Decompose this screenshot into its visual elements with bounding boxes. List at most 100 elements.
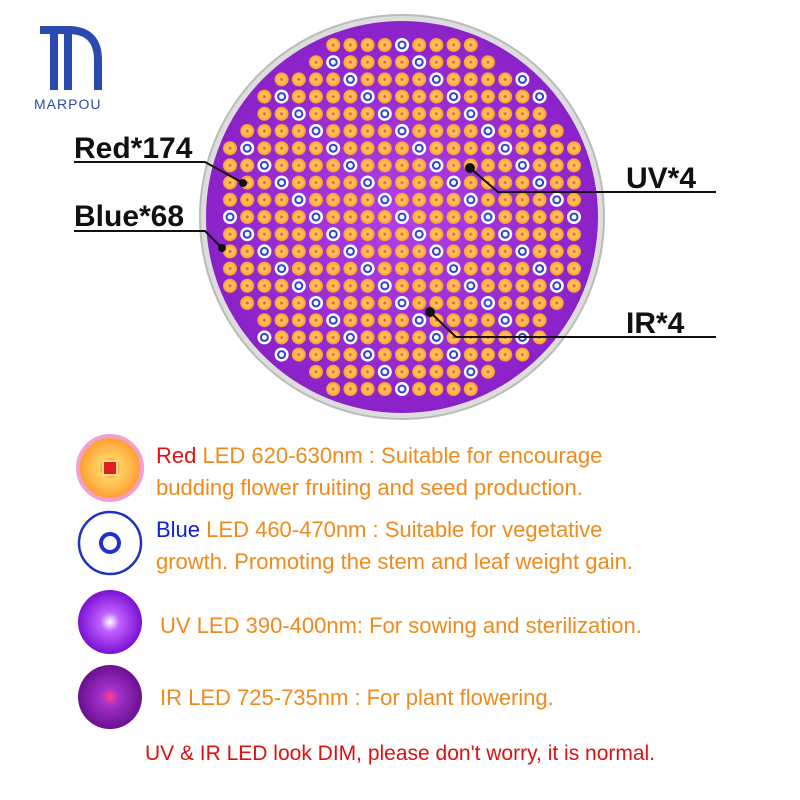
led [309, 141, 323, 156]
led [360, 192, 375, 207]
footnote: UV & IR LED look DIM, please don't worry… [144, 742, 656, 765]
led [535, 264, 545, 274]
led [395, 364, 409, 379]
led [360, 347, 375, 362]
led [446, 124, 461, 138]
led [463, 72, 478, 87]
led [360, 38, 375, 52]
led [532, 227, 547, 242]
led [223, 278, 237, 293]
led [397, 298, 407, 308]
led [515, 89, 530, 104]
led [412, 227, 427, 242]
led [483, 212, 493, 222]
led [412, 313, 427, 328]
led [343, 278, 358, 293]
led [240, 227, 255, 242]
led [240, 244, 255, 259]
led [463, 106, 478, 121]
led [377, 141, 392, 156]
led [291, 89, 306, 104]
led [412, 106, 427, 121]
led [257, 175, 272, 190]
led [360, 296, 375, 310]
led [446, 278, 461, 293]
led [463, 382, 478, 396]
led [377, 330, 392, 345]
led [326, 244, 341, 259]
legend-name: Blue [156, 517, 201, 542]
led [567, 192, 581, 207]
led [515, 72, 530, 87]
led [291, 106, 306, 121]
led [363, 264, 373, 274]
led [515, 141, 530, 156]
led [309, 175, 323, 190]
led [309, 313, 323, 328]
led [567, 227, 581, 242]
led [481, 124, 495, 138]
led [517, 160, 527, 170]
led [377, 89, 392, 104]
led [549, 141, 564, 156]
led [446, 175, 461, 190]
led [377, 347, 392, 362]
led [360, 227, 375, 242]
led [446, 261, 461, 276]
led [515, 124, 530, 138]
led [326, 89, 341, 104]
led [395, 192, 409, 207]
led [242, 143, 252, 153]
led [343, 364, 358, 379]
led [377, 38, 392, 52]
led [328, 57, 338, 67]
led [412, 141, 427, 156]
led [274, 313, 289, 328]
led [326, 330, 341, 345]
led [326, 210, 341, 224]
led-grid [223, 38, 581, 396]
led [328, 229, 338, 239]
led [328, 143, 338, 153]
led [223, 175, 237, 190]
led [429, 192, 444, 207]
led [326, 72, 341, 87]
led [360, 244, 375, 259]
led [431, 74, 441, 84]
led [343, 192, 358, 207]
led [380, 281, 390, 291]
led [377, 158, 392, 173]
brand: MARPOU [34, 96, 101, 112]
led [412, 278, 427, 293]
led [291, 227, 306, 242]
led [360, 210, 375, 224]
led [343, 296, 358, 310]
led [567, 261, 581, 276]
led [498, 244, 513, 259]
led [395, 175, 409, 190]
led [360, 106, 375, 121]
led [532, 175, 547, 190]
led [377, 192, 392, 207]
led [463, 244, 478, 259]
led [395, 261, 409, 276]
led [429, 382, 444, 396]
led [274, 124, 289, 138]
led [291, 296, 306, 310]
callout-blue: Blue*68 [74, 200, 184, 233]
led [240, 124, 255, 138]
led [481, 210, 495, 224]
led [412, 89, 427, 104]
led [328, 315, 338, 325]
legend-text: LED 390-400nm: For sowing and sterilizat… [196, 613, 642, 638]
led [257, 106, 272, 121]
led [446, 55, 461, 70]
led [515, 192, 530, 207]
led [343, 72, 358, 87]
legend-name: UV [160, 613, 191, 638]
led [429, 141, 444, 156]
led [326, 158, 341, 173]
led [517, 246, 527, 256]
led [257, 244, 272, 259]
led [567, 210, 581, 224]
